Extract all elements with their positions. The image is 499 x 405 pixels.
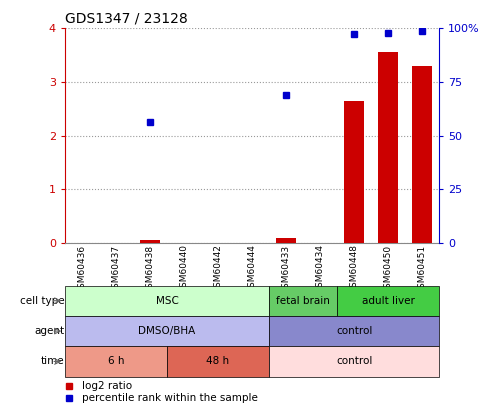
Text: 6 h: 6 h xyxy=(108,356,124,367)
Bar xyxy=(276,238,296,243)
Bar xyxy=(140,240,160,243)
Bar xyxy=(269,286,337,316)
Bar xyxy=(65,286,269,316)
Text: 48 h: 48 h xyxy=(207,356,230,367)
Bar xyxy=(412,66,432,243)
Text: agent: agent xyxy=(34,326,64,336)
Text: MSC: MSC xyxy=(156,296,178,306)
Bar xyxy=(167,346,269,377)
Text: log2 ratio: log2 ratio xyxy=(82,381,132,391)
Text: time: time xyxy=(40,356,64,367)
Bar xyxy=(344,101,364,243)
Bar xyxy=(337,286,439,316)
Bar xyxy=(378,53,398,243)
Bar xyxy=(269,346,439,377)
Text: percentile rank within the sample: percentile rank within the sample xyxy=(82,393,257,403)
Text: control: control xyxy=(336,326,372,336)
Text: adult liver: adult liver xyxy=(362,296,415,306)
Text: fetal brain: fetal brain xyxy=(276,296,330,306)
Text: cell type: cell type xyxy=(19,296,64,306)
Text: control: control xyxy=(336,356,372,367)
Text: GDS1347 / 23128: GDS1347 / 23128 xyxy=(65,12,188,26)
Bar xyxy=(65,346,167,377)
Bar xyxy=(65,316,269,346)
Text: DMSO/BHA: DMSO/BHA xyxy=(138,326,196,336)
Bar xyxy=(269,316,439,346)
